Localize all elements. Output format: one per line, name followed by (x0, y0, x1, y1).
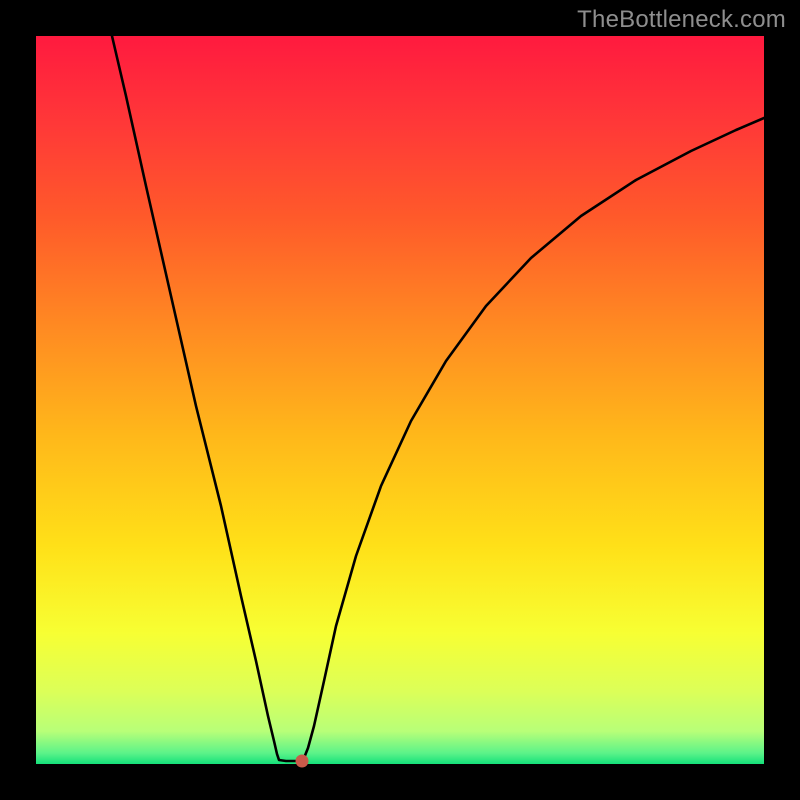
watermark-text: TheBottleneck.com (577, 6, 786, 34)
curve-layer (0, 0, 800, 800)
bottleneck-curve (112, 36, 764, 761)
minimum-marker-dot (296, 755, 309, 768)
chart-container: TheBottleneck.com (0, 0, 800, 800)
